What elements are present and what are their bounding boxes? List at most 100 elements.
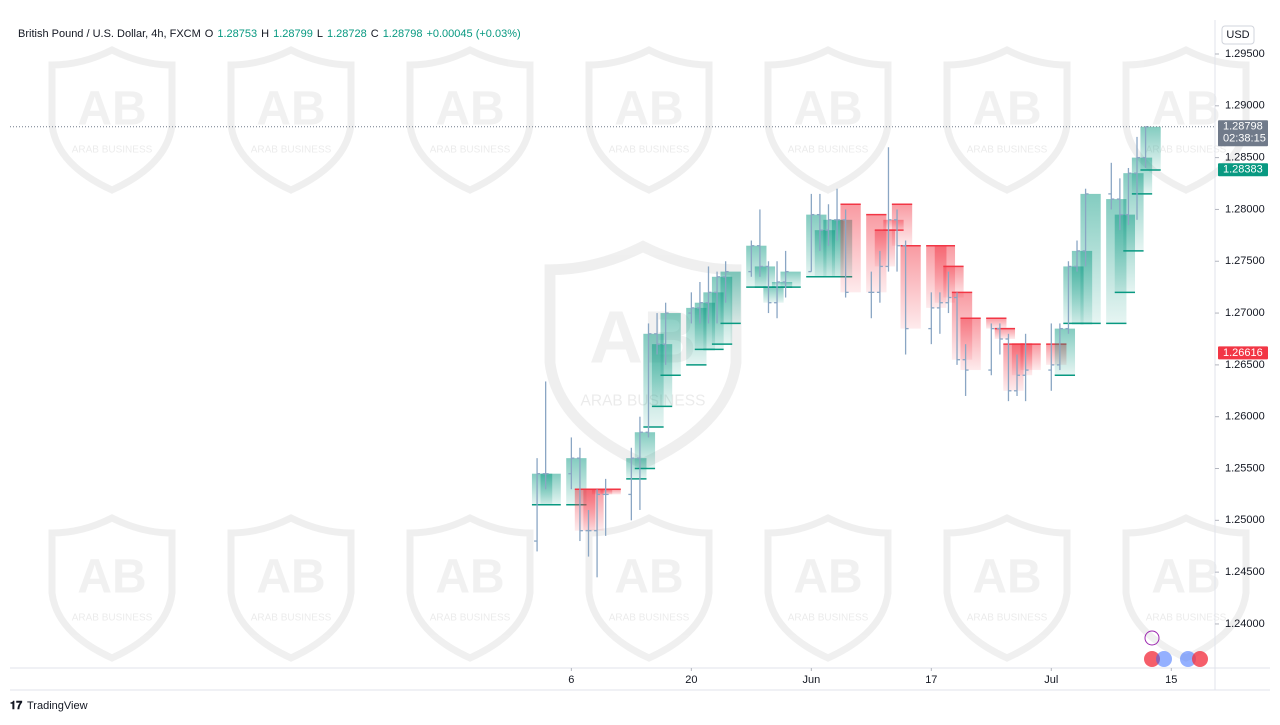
watermark-text: ARAB BUSINESS — [430, 613, 511, 624]
y-tick-label: 1.28000 — [1225, 203, 1265, 215]
currency-box[interactable] — [1221, 25, 1255, 45]
stop-fill — [763, 287, 784, 303]
price-label-box — [1218, 163, 1268, 177]
y-tick-label: 1.27500 — [1225, 255, 1265, 267]
watermark-logo: AB — [614, 83, 683, 136]
watermark-shield — [48, 514, 176, 662]
watermark: AB ARAB BUSINESS — [585, 514, 713, 662]
stop-fill — [1054, 328, 1076, 376]
stop-fill — [986, 318, 1007, 329]
stop-fill — [891, 204, 913, 246]
header: British Pound / U.S. Dollar, 4h, FXCM O 1.… — [18, 28, 521, 40]
y-tick-label: 1.24500 — [1225, 566, 1265, 578]
countdown: 02:38:15 — [1223, 133, 1266, 145]
watermark-shield — [544, 240, 742, 470]
watermark-text: ARAB BUSINESS — [967, 145, 1048, 156]
stop-fill — [1080, 193, 1101, 324]
watermark-text: ARAB BUSINESS — [251, 613, 332, 624]
brand[interactable]: TradingView — [27, 700, 88, 712]
watermark-text: ARAB BUSINESS — [430, 145, 511, 156]
watermark: AB ARAB BUSINESS — [764, 46, 892, 194]
watermark-logo: AB — [1151, 83, 1220, 136]
stop-fill — [994, 328, 1016, 339]
header-change: +0.00045 (+0.03%) — [426, 28, 520, 40]
watermark-text: ARAB BUSINESS — [609, 145, 690, 156]
watermark-shield — [406, 46, 534, 194]
y-tick-label: 1.27000 — [1225, 307, 1265, 319]
watermarks: AB ARAB BUSINESS AB ARAB BUSINESS AB ARAB BUS… — [48, 46, 1250, 662]
stop-fill — [900, 245, 921, 329]
watermark: AB ARAB BUSINESS — [406, 514, 534, 662]
watermark: AB ARAB BUSINESS — [227, 514, 355, 662]
watermark-text: ARAB BUSINESS — [72, 145, 153, 156]
header-close: 1.28798 — [383, 28, 423, 40]
watermark-logo: AB — [256, 83, 325, 136]
watermark-shield — [764, 514, 892, 662]
watermark: AB ARAB BUSINESS — [764, 514, 892, 662]
watermark-shield — [943, 514, 1071, 662]
header-c_label: C — [371, 28, 379, 40]
watermark-logo: AB — [435, 83, 504, 136]
stop-fill — [840, 204, 861, 293]
watermark-text: ARAB BUSINESS — [788, 613, 869, 624]
watermark-logo: AB — [972, 83, 1041, 136]
event-icons — [1144, 630, 1208, 667]
x-tick-label: 20 — [685, 674, 697, 686]
stop-fill — [634, 432, 656, 469]
watermark-logo: AB — [77, 83, 146, 136]
price-label: 1.28798 — [1223, 121, 1263, 133]
y-tick-label: 1.24000 — [1225, 618, 1265, 630]
watermark-shield — [227, 514, 355, 662]
watermark-shield — [406, 514, 534, 662]
watermark-logo: AB — [256, 551, 325, 604]
header-l_label: L — [317, 28, 323, 40]
watermark-logo: AB — [77, 551, 146, 604]
stop-fill — [780, 271, 801, 288]
watermark-text: ARAB BUSINESS — [251, 145, 332, 156]
header-h_label: H — [261, 28, 269, 40]
stop-fill — [583, 489, 604, 531]
watermark: AB ARAB BUSINESS — [943, 514, 1071, 662]
y-tick-label: 1.29000 — [1225, 100, 1265, 112]
price-label: 1.28383 — [1223, 164, 1263, 176]
watermark: AB ARAB BUSINESS — [1122, 514, 1250, 662]
watermark: AB ARAB BUSINESS — [585, 46, 713, 194]
watermark-text: ARAB BUSINESS — [1146, 145, 1227, 156]
watermark-text: ARAB BUSINESS — [72, 613, 153, 624]
x-tick-label: Jul — [1044, 674, 1058, 686]
watermark-shield — [585, 46, 713, 194]
watermark-logo: AB — [435, 551, 504, 604]
y-tick-label: 1.28500 — [1225, 152, 1265, 164]
watermark: AB ARAB BUSINESS — [227, 46, 355, 194]
watermark-shield — [48, 46, 176, 194]
header-open: 1.28753 — [217, 28, 257, 40]
stop-fill — [960, 318, 981, 371]
watermark-text: ARAB BUSINESS — [1146, 613, 1227, 624]
watermark-text: ARAB BUSINESS — [788, 145, 869, 156]
x-tick-label: 17 — [925, 674, 937, 686]
currency[interactable]: USD — [1226, 29, 1249, 41]
watermark-shield — [1122, 514, 1250, 662]
watermark-text: ARAB BUSINESS — [609, 613, 690, 624]
price-label: 1.26616 — [1223, 347, 1263, 359]
header-low: 1.28728 — [327, 28, 367, 40]
stop-fill — [540, 473, 561, 505]
stop-fill — [1140, 126, 1161, 171]
logo: 𝟏𝟕 — [10, 700, 23, 712]
watermark-logo: AB — [614, 551, 683, 604]
y-tick-label: 1.29500 — [1225, 48, 1265, 60]
x-tick-label: Jun — [802, 674, 820, 686]
watermark: AB ARAB BUSINESS — [48, 514, 176, 662]
header-symbol: British Pound / U.S. Dollar, 4h, FXCM — [18, 28, 201, 40]
stop-fill — [720, 271, 741, 324]
header-high: 1.28799 — [273, 28, 313, 40]
x-tick-label: 6 — [568, 674, 574, 686]
watermark-shield — [764, 46, 892, 194]
watermark-logo: AB — [793, 83, 862, 136]
watermark-logo: AB — [1151, 551, 1220, 604]
watermark-shield — [585, 514, 713, 662]
watermark-shield — [227, 46, 355, 194]
header-o_label: O — [205, 28, 214, 40]
watermark-logo: AB — [793, 551, 862, 604]
